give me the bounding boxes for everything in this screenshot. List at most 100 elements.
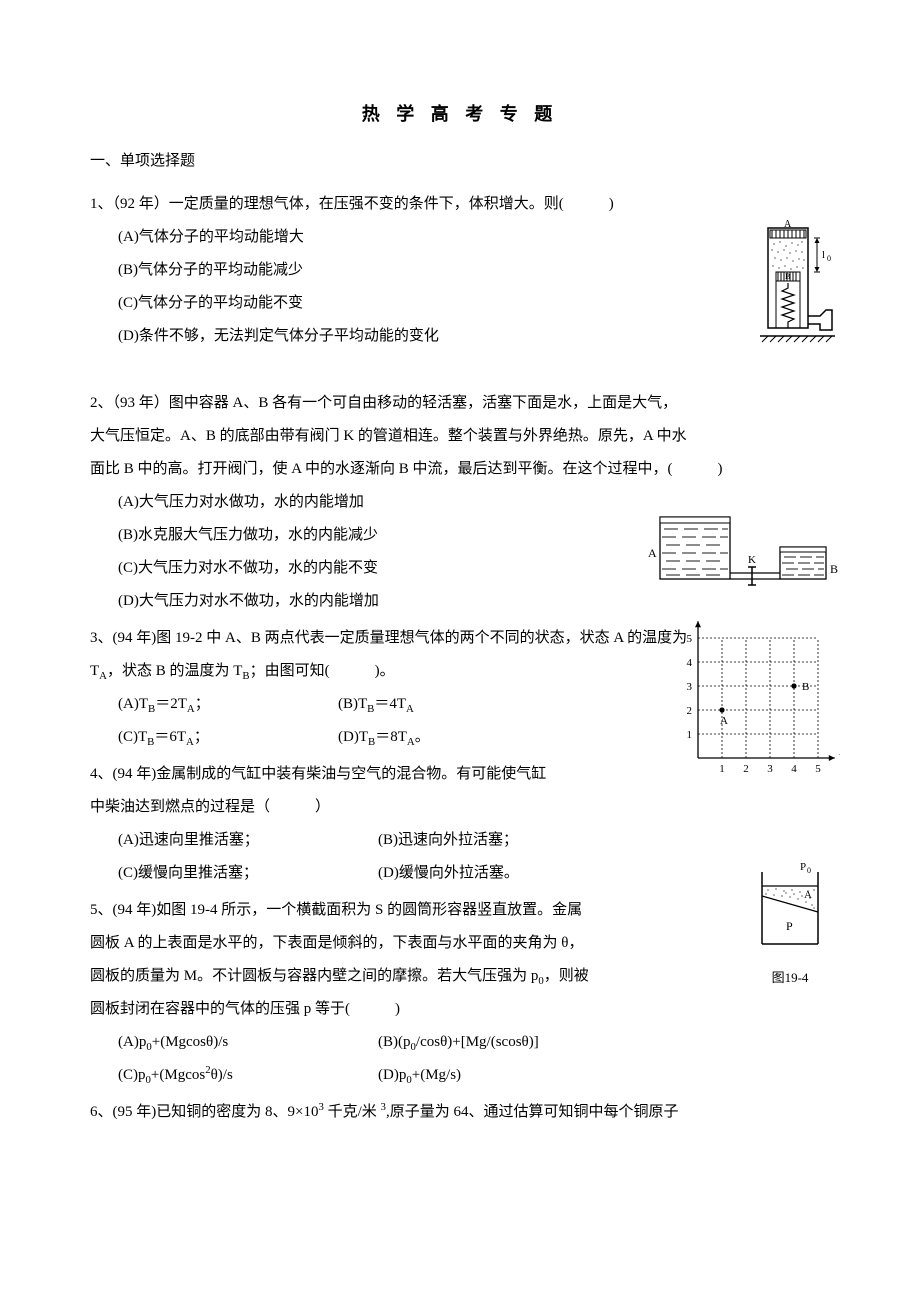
q3-stem2-sub1: A [99, 670, 107, 682]
q1-option-a: (A)气体分子的平均动能增大 [90, 221, 830, 254]
q5-c-suffix: θ)/s [211, 1067, 233, 1083]
q4-stem1: 4、(94 年)金属制成的气缸中装有柴油与空气的混合物。有可能使气缸 [90, 758, 830, 791]
q5-option-a: (A)p0+(Mgcosθ)/s [118, 1026, 378, 1059]
q5-stem4: 圆板封闭在容器中的气体的压强 p 等于( ) [90, 993, 830, 1026]
fig1-label-a: A [784, 219, 792, 230]
q4-option-a: (A)迅速向里推活塞； [118, 824, 378, 857]
q3-b-sub2: A [406, 703, 414, 715]
q5-option-d: (D)p0+(Mg/s) [378, 1059, 461, 1092]
question-4: 4、(94 年)金属制成的气缸中装有柴油与空气的混合物。有可能使气缸 中柴油达到… [90, 758, 830, 890]
q4-option-d: (D)缓慢向外拉活塞。 [378, 857, 519, 890]
q3-option-b: (B)TB＝4TA [338, 688, 414, 721]
q4-options-row1: (A)迅速向里推活塞； (B)迅速向外拉活塞； [90, 824, 830, 857]
q4-options-row2: (C)缓慢向里推活塞； (D)缓慢向外拉活塞。 [90, 857, 830, 890]
exam-page: 热 学 高 考 专 题 一、单项选择题 1、（92 年）一定质量的理想气体，在压… [0, 0, 920, 1302]
q4-stem2: 中柴油达到燃点的过程是（ ） [90, 791, 830, 824]
figure-4: A P P 0 图19-4 [750, 862, 830, 993]
q3-stem2-mid: ，状态 B 的温度为 T [107, 663, 242, 679]
q3-c-sub2: A [186, 736, 194, 748]
q3-c-suffix: ； [194, 729, 209, 745]
question-1: 1、（92 年）一定质量的理想气体，在压强不变的条件下，体积增大。则( ) (A… [90, 188, 830, 353]
q3-option-c: (C)TB＝6TA； [118, 721, 338, 754]
q3-d-sub2: A [407, 736, 415, 748]
q3-a-prefix: (A)T [118, 696, 148, 712]
q3-a-mid: ＝2T [155, 696, 187, 712]
q5-stem3-prefix: 圆板的质量为 M。不计圆板与容器内壁之间的摩擦。若大气压强为 p [90, 968, 538, 984]
q3-stem2-prefix: T [90, 663, 99, 679]
q5-stem1: 5、(94 年)如图 19-4 所示，一个横截面积为 S 的圆筒形容器竖直放置。… [90, 894, 830, 927]
fig1-label-l0: l [822, 249, 825, 261]
svg-text:P: P [689, 618, 696, 620]
q5-b-prefix: (B)(p [378, 1034, 411, 1050]
q5-b-suffix: /cosθ)+[Mg/(scosθ)] [416, 1034, 539, 1050]
q6-stem: 6、(95 年)已知铜的密度为 8、9×103 千克/米 3,原子量为 64、通… [90, 1096, 830, 1129]
fig1-label-b: B [785, 272, 790, 281]
svg-text:A: A [720, 715, 728, 727]
question-6: 6、(95 年)已知铜的密度为 8、9×103 千克/米 3,原子量为 64、通… [90, 1096, 830, 1129]
svg-text:4: 4 [687, 657, 693, 669]
figure-3: VP1234512345AB [670, 618, 840, 778]
q2-stem2: 大气压恒定。A、B 的底部由带有阀门 K 的管道相连。整个装置与外界绝热。原先，… [90, 420, 830, 453]
spacer [90, 357, 830, 387]
q5-a-suffix: +(Mgcosθ)/s [152, 1034, 228, 1050]
q3-stem2-suffix: ；由图可知( )。 [250, 663, 395, 679]
fig1-label-l0-sub: 0 [827, 254, 831, 263]
question-5: 5、(94 年)如图 19-4 所示，一个横截面积为 S 的圆筒形容器竖直放置。… [90, 894, 830, 1092]
q5-c-mid: +(Mgcos [151, 1067, 205, 1083]
q5-options-row1: (A)p0+(Mgcosθ)/s (B)(p0/cosθ)+[Mg/(scosθ… [90, 1026, 830, 1059]
q1-option-c: (C)气体分子的平均动能不变 [90, 287, 830, 320]
fig2-label-k: K [748, 554, 756, 566]
q3-d-prefix: (D)T [338, 729, 368, 745]
fig4-label-p0-sub: 0 [807, 866, 811, 875]
q1-stem: 1、（92 年）一定质量的理想气体，在压强不变的条件下，体积增大。则( ) [90, 188, 830, 221]
q5-stem3-suffix: ，则被 [544, 968, 589, 984]
q3-a-sub2: A [187, 703, 195, 715]
q3-a-suffix: ； [195, 696, 210, 712]
q4-option-b: (B)迅速向外拉活塞； [378, 824, 518, 857]
svg-text:3: 3 [687, 681, 693, 693]
q6-stem-suffix: ,原子量为 64、通过估算可知铜中每个铜原子 [386, 1104, 679, 1120]
q6-stem-prefix: 6、(95 年)已知铜的密度为 8、9×10 [90, 1104, 318, 1120]
q5-option-b: (B)(p0/cosθ)+[Mg/(scosθ)] [378, 1026, 539, 1059]
q3-option-a: (A)TB＝2TA； [118, 688, 338, 721]
q3-b-prefix: (B)T [338, 696, 367, 712]
fig4-label-p: P [786, 919, 793, 933]
fig2-label-a: A [648, 546, 657, 560]
q5-stem3: 圆板的质量为 M。不计圆板与容器内壁之间的摩擦。若大气压强为 p0，则被 [90, 960, 830, 993]
page-title: 热 学 高 考 专 题 [90, 100, 830, 126]
q3-c-prefix: (C)T [118, 729, 147, 745]
q3-stem2-sub2: B [242, 670, 249, 682]
q1-option-d: (D)条件不够，无法判定气体分子平均动能的变化 [90, 320, 830, 353]
section-heading: 一、单项选择题 [90, 146, 830, 176]
svg-text:5: 5 [687, 633, 693, 645]
svg-text:B: B [802, 681, 809, 693]
q3-option-d: (D)TB＝8TA。 [338, 721, 430, 754]
fig4-caption: 图19-4 [750, 964, 830, 993]
figure-2: A K B [640, 507, 840, 597]
q5-a-prefix: (A)p [118, 1034, 146, 1050]
question-3: 3、(94 年)图 19-2 中 A、B 两点代表一定质量理想气体的两个不同的状… [90, 622, 830, 754]
q5-d-prefix: (D)p [378, 1067, 406, 1083]
q2-stem3: 面比 B 中的高。打开阀门，使 A 中的水逐渐向 B 中流，最后达到平衡。在这个… [90, 453, 830, 486]
figure-1: A B [750, 218, 840, 358]
q5-options-row2: (C)p0+(Mgcos2θ)/s (D)p0+(Mg/s) [90, 1059, 830, 1092]
q5-option-c: (C)p0+(Mgcos2θ)/s [118, 1059, 378, 1092]
q3-b-mid: ＝4T [374, 696, 406, 712]
question-2: 2、（93 年）图中容器 A、B 各有一个可自由移动的轻活塞，活塞下面是水，上面… [90, 387, 830, 618]
svg-text:V: V [839, 751, 840, 765]
q1-option-b: (B)气体分子的平均动能减少 [90, 254, 830, 287]
fig4-label-a: A [804, 889, 812, 901]
svg-text:2: 2 [687, 705, 693, 717]
q5-stem2: 圆板 A 的上表面是水平的，下表面是倾斜的，下表面与水平面的夹角为 θ， [90, 927, 830, 960]
q2-stem1: 2、（93 年）图中容器 A、B 各有一个可自由移动的轻活塞，活塞下面是水，上面… [90, 387, 830, 420]
fig2-label-b: B [830, 562, 838, 576]
q3-c-mid: ＝6T [154, 729, 186, 745]
q6-stem-mid: 千克/米 [324, 1104, 381, 1120]
q3-d-suffix: 。 [415, 729, 430, 745]
fig4-label-p0: P [800, 862, 806, 873]
svg-text:1: 1 [687, 729, 693, 741]
q5-d-suffix: +(Mg/s) [412, 1067, 461, 1083]
q4-option-c: (C)缓慢向里推活塞； [118, 857, 378, 890]
q5-c-prefix: (C)p [118, 1067, 146, 1083]
q3-d-mid: ＝8T [375, 729, 407, 745]
